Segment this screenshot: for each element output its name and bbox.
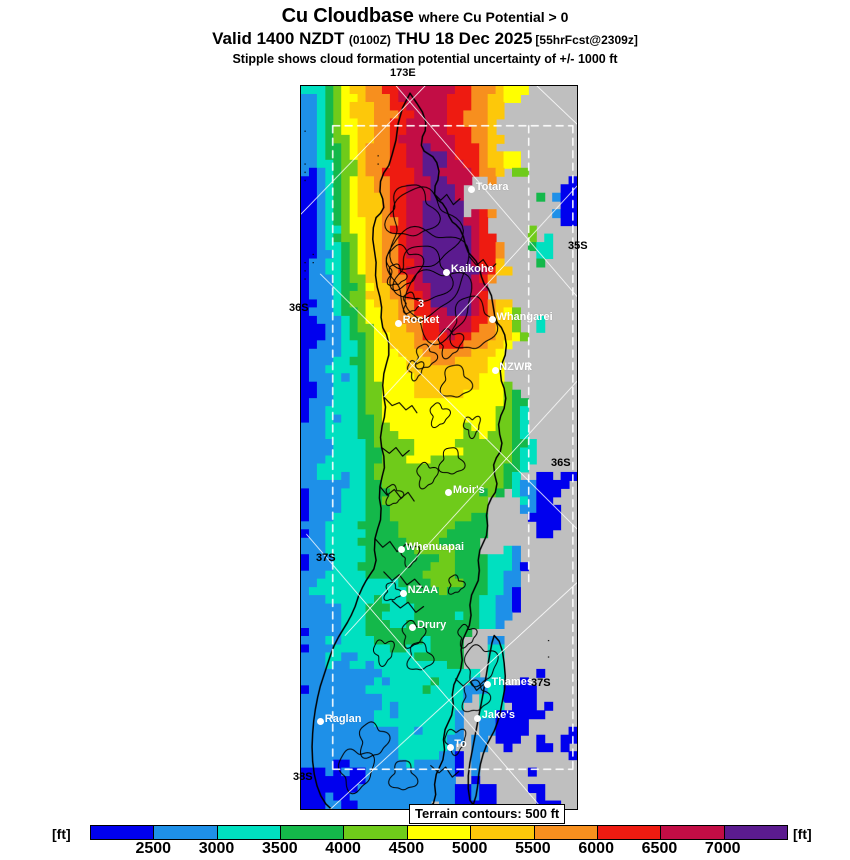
colorbar-tick-4500: 4500 [388, 840, 425, 857]
grid-label-37s-4: 37S [316, 552, 336, 564]
grid-label-173e-0: 173E [390, 67, 416, 79]
title-line-valid: Valid 1400 NZDT (0100Z) THU 18 Dec 2025[… [0, 30, 850, 49]
colorbar-tick-3500: 3500 [262, 840, 298, 857]
grid-label-35s-1: 35S [568, 240, 588, 252]
coastline-contour-layer [301, 86, 577, 809]
colorbar-tick-2500: 2500 [135, 840, 172, 857]
colorbar-unit-right: [ft] [793, 826, 812, 842]
colorbar-tick-6500: 6500 [641, 840, 678, 857]
colorbar-segment-8 [597, 826, 662, 839]
valid-time: Valid 1400 NZDT [212, 29, 345, 48]
colorbar-segment-4 [344, 826, 408, 839]
colorbar-segment-2 [217, 826, 282, 839]
forecast-map[interactable]: Totara Kaikohe Whangarei Rocket NZWR Moir's Wh… [300, 85, 578, 810]
grid-label-36s-2: 36S [289, 302, 309, 314]
contour-value-label: 3 [417, 298, 425, 311]
title-line-primary: Cu Cloudbase where Cu Potential > 0 [0, 6, 850, 27]
colorbar-tick-5500: 5500 [515, 840, 551, 857]
colorbar-segment-7 [534, 826, 598, 839]
colorbar-tick-5000: 5000 [451, 840, 488, 857]
colorbar-segment-9 [661, 826, 725, 839]
colorbar-gradient [90, 825, 788, 840]
subtitle: Stipple shows cloud formation potential … [232, 51, 618, 66]
colorbar-segment-3 [281, 826, 345, 839]
colorbar-tick-3000: 3000 [198, 840, 235, 857]
colorbar-tick-4000: 4000 [325, 840, 361, 857]
title-condition: where Cu Potential > 0 [418, 9, 569, 25]
colorbar-segment-1 [154, 826, 218, 839]
valid-time-zulu: (0100Z) [348, 33, 391, 47]
valid-date: THU 18 Dec 2025 [395, 29, 533, 48]
colorbar-segment-6 [471, 826, 535, 839]
colorbar: [ft] 2500 3000 3500 4000 4500 5000 5500 6000 650… [0, 822, 850, 860]
colorbar-tick-6000: 6000 [578, 840, 614, 857]
grid-label-38s-6: 38S [293, 771, 313, 783]
grid-label-37s-5: 37S [531, 677, 551, 689]
colorbar-tick-7000: 7000 [704, 840, 741, 857]
grid-label-36s-3: 36S [551, 457, 571, 469]
header: Cu Cloudbase where Cu Potential > 0 Valid… [0, 0, 850, 66]
colorbar-tick-labels: 2500 3000 3500 4000 4500 5000 5500 6000 6500 7000 [90, 840, 786, 860]
terrain-contour-note: Terrain contours: 500 ft [409, 804, 566, 824]
colorbar-segment-10 [724, 826, 787, 839]
colorbar-unit-left: [ft] [52, 826, 71, 842]
forecast-tag: [55hrFcst@2309z] [535, 33, 638, 47]
page-title: Cu Cloudbase [281, 5, 414, 27]
colorbar-segment-5 [407, 826, 472, 839]
colorbar-segment-0 [91, 826, 155, 839]
